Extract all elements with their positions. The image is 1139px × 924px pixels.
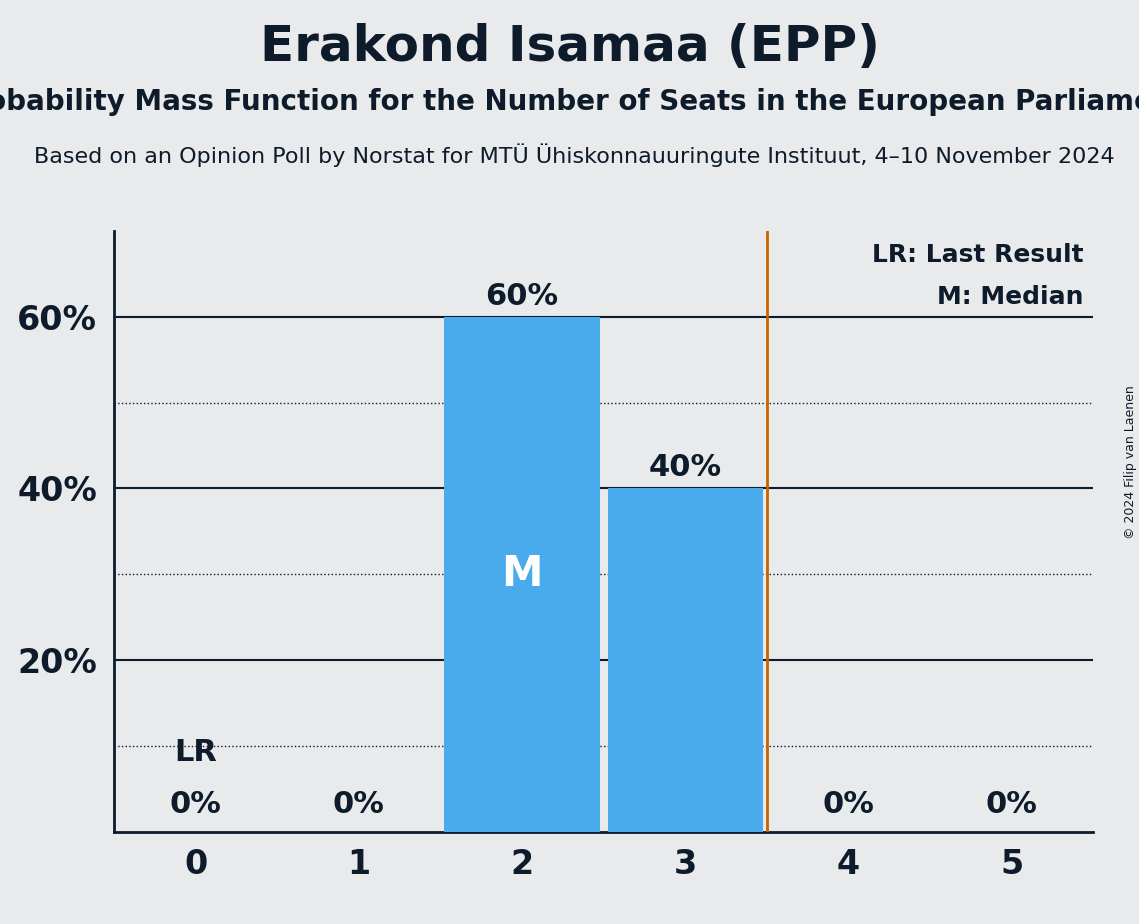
Text: M: M	[501, 553, 543, 595]
Text: LR: LR	[174, 738, 216, 767]
Text: 0%: 0%	[170, 790, 221, 819]
Text: 60%: 60%	[485, 282, 558, 310]
Text: Probability Mass Function for the Number of Seats in the European Parliament: Probability Mass Function for the Number…	[0, 88, 1139, 116]
Text: Erakond Isamaa (EPP): Erakond Isamaa (EPP)	[260, 23, 879, 71]
Text: M: Median: M: Median	[937, 285, 1083, 309]
Text: © 2024 Filip van Laenen: © 2024 Filip van Laenen	[1124, 385, 1137, 539]
Text: 0%: 0%	[986, 790, 1038, 819]
Bar	[608, 489, 763, 832]
Text: 0%: 0%	[822, 790, 875, 819]
Text: LR: Last Result: LR: Last Result	[872, 243, 1083, 267]
Text: 40%: 40%	[649, 454, 722, 482]
Text: 0%: 0%	[333, 790, 385, 819]
Bar	[444, 317, 599, 832]
Text: Based on an Opinion Poll by Norstat for MTÜ Ühiskonnauuringute Instituut, 4–10 N: Based on an Opinion Poll by Norstat for …	[34, 143, 1115, 167]
